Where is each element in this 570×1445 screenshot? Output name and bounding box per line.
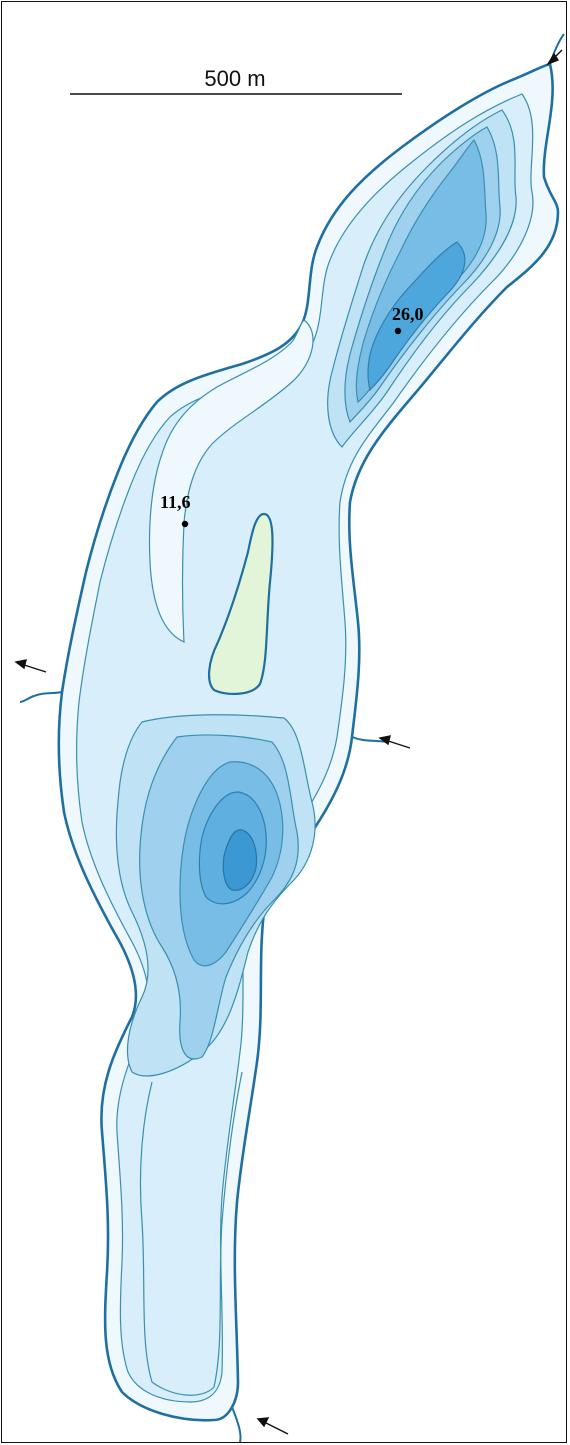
depth-point-label: 11,6	[160, 492, 191, 512]
arrow-north	[546, 49, 563, 66]
depth-point-label: 26,0	[392, 304, 424, 324]
arrow-west	[14, 659, 47, 673]
island	[208, 512, 274, 696]
stream-south	[231, 1406, 242, 1442]
scale-bar-label: 500 m	[204, 66, 265, 91]
depth-point-central: 11,6	[160, 492, 191, 528]
scale-bar: 500 m	[70, 66, 402, 95]
depth-band-1-south-tail	[139, 1071, 243, 1396]
arrow-east	[378, 735, 411, 749]
stream-west	[19, 691, 63, 703]
central-shelf	[148, 319, 314, 643]
depth-band-6-south	[222, 829, 258, 891]
depth-point-north: 26,0	[392, 304, 424, 335]
inflow-arrows	[14, 49, 563, 1435]
depth-band-5-north	[367, 241, 466, 392]
depth-point-dot	[181, 520, 189, 528]
depth-point-dot	[394, 327, 402, 335]
arrow-south	[256, 1417, 289, 1435]
